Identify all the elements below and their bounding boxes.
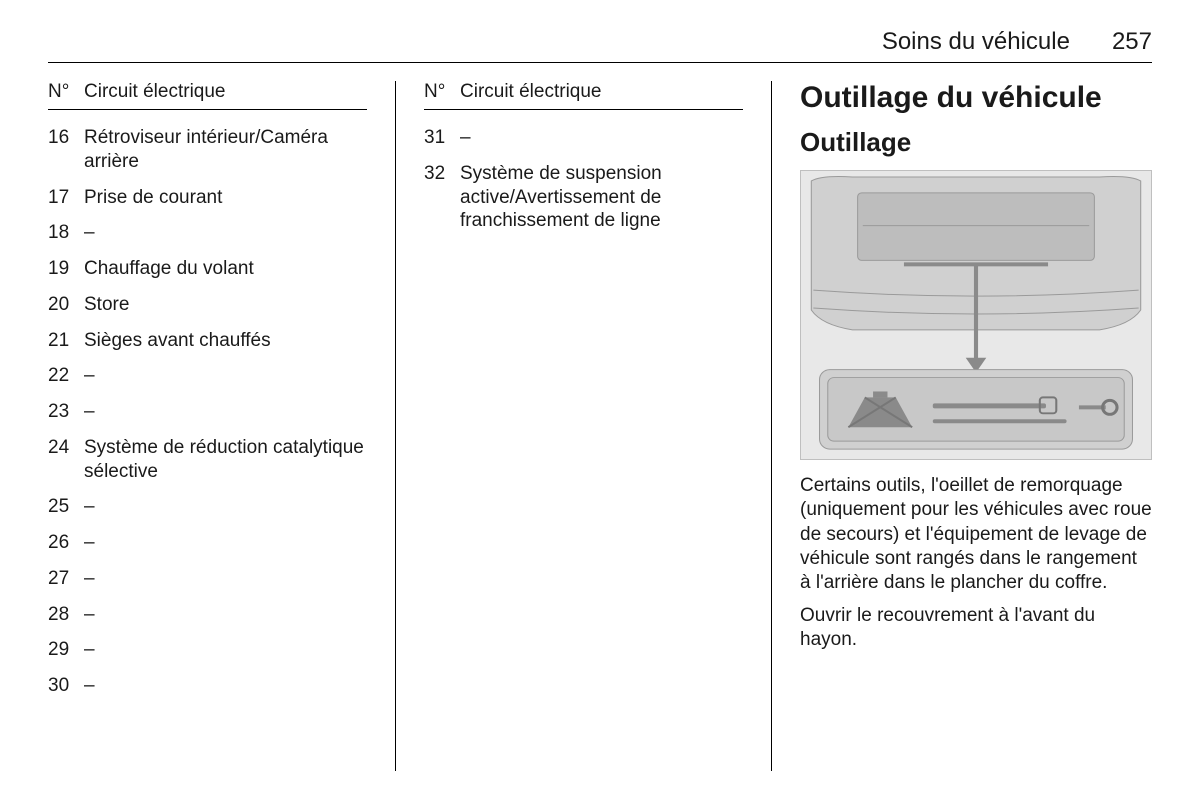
table-row: 22– <box>48 358 367 394</box>
paragraph: Ouvrir le recouvrement à l'avant du hayo… <box>800 604 1152 653</box>
tools-illustration <box>800 170 1152 460</box>
header-desc: Circuit électrique <box>84 81 367 103</box>
table-row: 30– <box>48 668 367 704</box>
page-number: 257 <box>1112 28 1152 56</box>
table-row: 20Store <box>48 287 367 323</box>
row-num: 26 <box>48 531 84 555</box>
table-row: 21Sièges avant chauffés <box>48 323 367 359</box>
row-desc: Store <box>84 293 367 317</box>
row-desc: Système de suspension active/Avertisseme… <box>460 162 743 233</box>
row-num: 29 <box>48 638 84 662</box>
three-column-layout: N° Circuit électrique 16Rétroviseur inté… <box>48 81 1152 771</box>
vehicle-tools-section: Outillage du véhicule Outillage <box>800 81 1152 771</box>
table-row: 27– <box>48 561 367 597</box>
table-row: 18– <box>48 215 367 251</box>
row-desc: Chauffage du volant <box>84 257 367 281</box>
row-desc: – <box>460 126 743 150</box>
row-num: 16 <box>48 126 84 174</box>
row-desc: Rétroviseur intérieur/Caméra arrière <box>84 126 367 174</box>
header-desc: Circuit électrique <box>460 81 743 103</box>
row-desc: Prise de courant <box>84 186 367 210</box>
row-num: 24 <box>48 436 84 484</box>
row-desc: Sièges avant chauffés <box>84 329 367 353</box>
row-num: 17 <box>48 186 84 210</box>
table-row: 16Rétroviseur intérieur/Caméra arrière <box>48 120 367 180</box>
row-num: 18 <box>48 221 84 245</box>
page-header: Soins du véhicule 257 <box>48 28 1152 63</box>
row-desc: – <box>84 603 367 627</box>
table-row: 24Système de réduction catalytique sélec… <box>48 430 367 490</box>
row-desc: – <box>84 638 367 662</box>
row-desc: – <box>84 221 367 245</box>
table-row: 28– <box>48 597 367 633</box>
table-row: 32Système de suspension active/Avertisse… <box>424 156 743 239</box>
heading-2: Outillage <box>800 127 1152 158</box>
row-num: 25 <box>48 495 84 519</box>
fuse-table-col-1: N° Circuit électrique 16Rétroviseur inté… <box>48 81 396 771</box>
table-row: 23– <box>48 394 367 430</box>
row-desc: – <box>84 674 367 698</box>
row-desc: – <box>84 567 367 591</box>
row-num: 31 <box>424 126 460 150</box>
row-num: 22 <box>48 364 84 388</box>
row-num: 23 <box>48 400 84 424</box>
row-num: 19 <box>48 257 84 281</box>
row-num: 32 <box>424 162 460 233</box>
row-desc: – <box>84 364 367 388</box>
row-num: 27 <box>48 567 84 591</box>
row-num: 28 <box>48 603 84 627</box>
table-row: 29– <box>48 632 367 668</box>
fuse-table-col-2: N° Circuit électrique 31–32Système de su… <box>424 81 772 771</box>
row-desc: – <box>84 531 367 555</box>
header-num: N° <box>424 81 460 103</box>
section-title: Soins du véhicule <box>882 28 1070 56</box>
row-num: 30 <box>48 674 84 698</box>
header-num: N° <box>48 81 84 103</box>
table-row: 26– <box>48 525 367 561</box>
table-row: 31– <box>424 120 743 156</box>
table-header: N° Circuit électrique <box>48 81 367 110</box>
paragraph: Certains outils, l'oeillet de remorquage… <box>800 474 1152 596</box>
row-num: 21 <box>48 329 84 353</box>
row-num: 20 <box>48 293 84 317</box>
table-row: 17Prise de courant <box>48 180 367 216</box>
heading-1: Outillage du véhicule <box>800 81 1152 115</box>
table-header: N° Circuit électrique <box>424 81 743 110</box>
table-row: 19Chauffage du volant <box>48 251 367 287</box>
row-desc: Système de réduction catalytique sélecti… <box>84 436 367 484</box>
row-desc: – <box>84 400 367 424</box>
table-row: 25– <box>48 489 367 525</box>
row-desc: – <box>84 495 367 519</box>
